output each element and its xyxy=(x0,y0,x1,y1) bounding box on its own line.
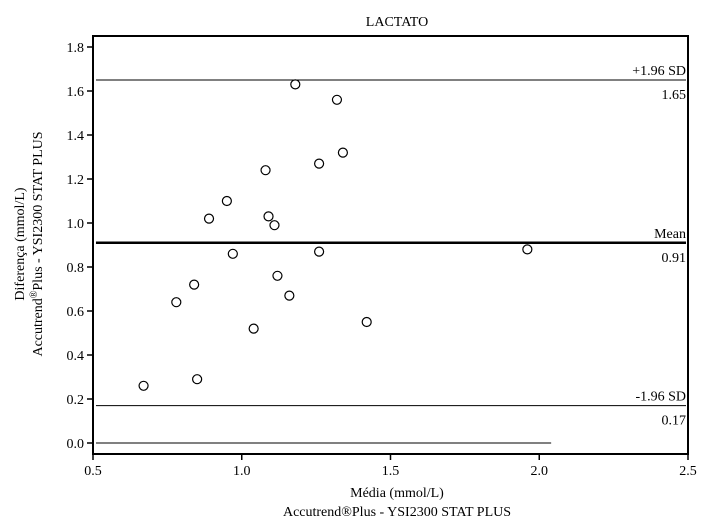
data-point xyxy=(361,316,372,328)
data-point xyxy=(260,165,271,176)
x-axis-ticks: 0.5 1.0 1.5 2.0 2.5 xyxy=(84,454,697,479)
data-points xyxy=(138,79,533,391)
data-point xyxy=(203,213,215,224)
data-point xyxy=(189,279,200,290)
y-tick-label: 1.4 xyxy=(67,129,85,144)
data-point xyxy=(331,94,343,105)
y-tick-label: 1.0 xyxy=(67,217,85,232)
x-tick-label: 1.0 xyxy=(233,464,251,479)
data-point xyxy=(337,147,348,158)
mean-label: Mean xyxy=(654,227,686,242)
y-axis-label: Diferença (mmol/L) xyxy=(13,187,28,300)
data-point xyxy=(314,158,325,169)
data-point xyxy=(263,211,274,222)
data-point xyxy=(192,374,203,385)
data-point xyxy=(227,248,238,259)
plot-frame xyxy=(92,35,689,455)
y-axis-label-2-sup: ® xyxy=(29,290,40,298)
reference-lines: +1.96 SD 1.65 Mean 0.91 -1.96 SD 0.17 xyxy=(95,64,687,444)
data-point xyxy=(171,297,182,308)
y-tick-label: 1.8 xyxy=(67,41,85,56)
y-tick-label: 0.8 xyxy=(67,261,85,276)
data-point xyxy=(314,246,325,257)
data-point xyxy=(138,380,149,391)
data-point xyxy=(284,290,295,301)
mean-value: 0.91 xyxy=(662,251,687,266)
data-point xyxy=(248,323,259,334)
y-axis-ticks: 0.0 0.2 0.4 0.6 0.8 1.0 1.2 1.4 1.6 1.8 xyxy=(67,41,93,452)
data-point xyxy=(269,220,280,231)
y-tick-label: 1.6 xyxy=(67,85,85,100)
y-tick-label: 0.6 xyxy=(67,305,85,320)
y-tick-label: 0.0 xyxy=(67,437,85,452)
upper-loa-label: +1.96 SD xyxy=(632,64,686,79)
y-tick-label: 0.4 xyxy=(67,349,85,364)
x-axis-label-2: Accutrend®Plus - YSI2300 STAT PLUS xyxy=(283,505,511,520)
chart-title: LACTATO xyxy=(366,15,428,30)
lower-loa-label: -1.96 SD xyxy=(635,390,686,405)
x-axis-label: Média (mmol/L) xyxy=(350,486,444,501)
data-point xyxy=(290,79,301,90)
x-tick-label: 2.5 xyxy=(679,464,697,479)
y-axis-label-2-post: Plus - YSI2300 STAT PLUS xyxy=(31,131,46,290)
lower-loa-value: 0.17 xyxy=(662,414,687,429)
x-tick-label: 1.5 xyxy=(382,464,400,479)
y-tick-label: 0.2 xyxy=(67,393,85,408)
y-tick-label: 1.2 xyxy=(67,173,85,188)
data-point xyxy=(522,244,533,255)
y-axis-label-2: Accutrend®Plus - YSI2300 STAT PLUS xyxy=(29,131,46,356)
y-axis-label-2-pre: Accutrend xyxy=(31,298,46,356)
x-tick-label: 2.0 xyxy=(531,464,549,479)
x-tick-label: 0.5 xyxy=(84,464,102,479)
data-point xyxy=(272,270,283,281)
upper-loa-value: 1.65 xyxy=(662,88,687,103)
data-point xyxy=(221,195,232,207)
